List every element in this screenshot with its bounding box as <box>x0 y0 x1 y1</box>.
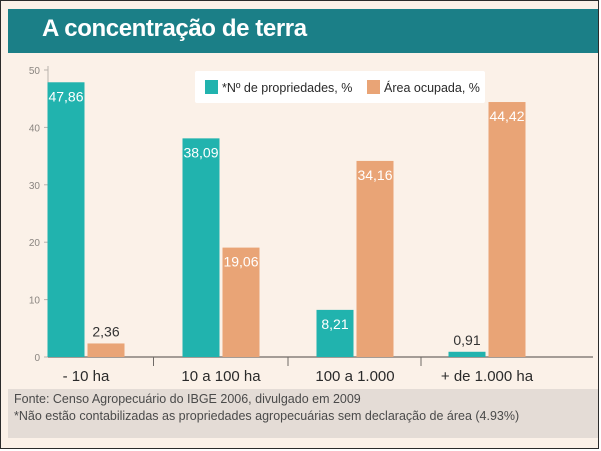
y-tick-label: 50 <box>29 66 41 77</box>
bar-chart: 0 10 20 30 40 50 47,86 2,36 - 10 ha 38,09 19,06 10 … <box>29 66 593 385</box>
y-tick-label: 30 <box>29 181 41 192</box>
data-label: 0,91 <box>453 332 480 348</box>
x-tick-label: - 10 ha <box>63 368 110 385</box>
data-label: 47,86 <box>48 88 83 104</box>
bar <box>448 351 486 357</box>
bar <box>222 247 260 357</box>
bar <box>316 309 354 357</box>
bar <box>87 343 125 357</box>
data-label: 8,21 <box>321 316 348 332</box>
title-bar: A concentração de terra <box>8 9 598 53</box>
data-label: 2,36 <box>92 323 119 339</box>
legend-swatch <box>205 80 218 94</box>
chart-title: A concentração de terra <box>42 15 307 42</box>
bar <box>356 160 394 357</box>
x-tick-label: 10 a 100 ha <box>181 368 261 385</box>
y-tick-label: 20 <box>29 238 41 249</box>
y-tick-label: 40 <box>29 123 41 134</box>
y-tick-label: 10 <box>29 296 41 307</box>
footer: Fonte: Censo Agropecuário do IBGE 2006, … <box>8 389 598 438</box>
footnote: *Não estão contabilizadas as propriedade… <box>14 409 520 423</box>
source-note: Fonte: Censo Agropecuário do IBGE 2006, … <box>14 392 361 406</box>
data-label: 38,09 <box>183 144 218 160</box>
data-label: 44,42 <box>489 108 524 124</box>
bar <box>182 138 220 357</box>
chart-area: 0 10 20 30 40 50 47,86 2,36 - 10 ha 38,09 19,06 10 … <box>8 53 598 389</box>
legend-swatch <box>367 80 380 94</box>
legend-box <box>195 71 485 103</box>
y-tick-label: 0 <box>34 353 40 364</box>
bar <box>47 82 85 357</box>
bar <box>488 102 526 357</box>
data-label: 34,16 <box>357 167 392 183</box>
x-tick-label: + de 1.000 ha <box>441 368 534 385</box>
x-tick-label: 100 a 1.000 <box>315 368 394 385</box>
legend-label: *Nº de propriedades, % <box>222 81 352 95</box>
legend-label: Área ocupada, % <box>384 80 480 95</box>
data-label: 19,06 <box>223 254 258 270</box>
